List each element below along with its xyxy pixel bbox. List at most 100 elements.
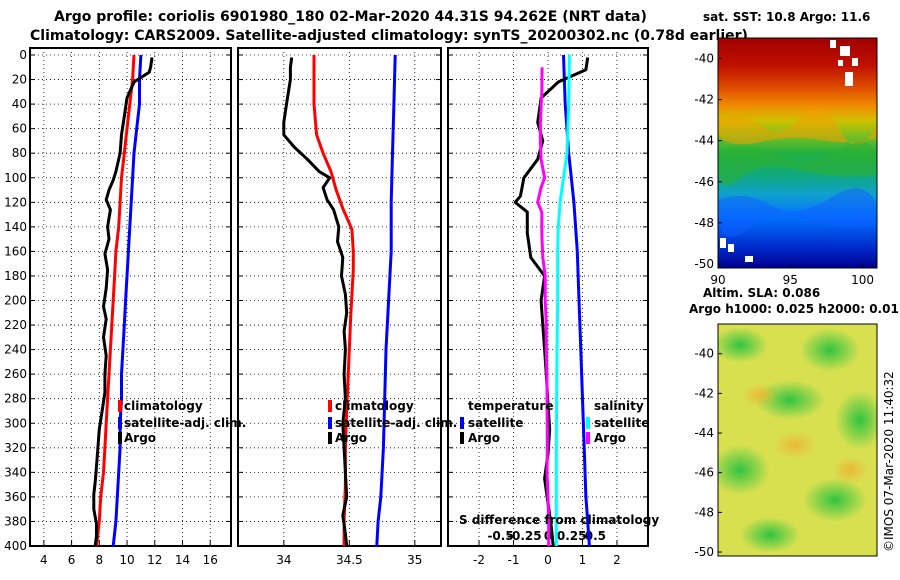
x-tick-label: 6: [68, 553, 76, 567]
sla-blob: [800, 328, 860, 372]
x-tick-label: 16: [203, 553, 218, 567]
lat-tick-label: -40: [694, 52, 714, 66]
lon-tick-label: 100: [851, 273, 874, 287]
lon-tick-label: 95: [783, 273, 798, 287]
x-tick-label: 8: [95, 553, 103, 567]
sst-map-axes: -40 -42 -44 -46 -48 -50 90 95 100: [694, 52, 874, 287]
sst-land-mask: [845, 72, 853, 86]
depth-tick-label: 60: [12, 122, 27, 136]
lat-tick-label: -50: [694, 545, 714, 559]
salinity-panel-frame: [237, 47, 442, 547]
sla-map-title: Altim. SLA: 0.086: [703, 286, 820, 300]
depth-tick-label: 300: [4, 416, 27, 430]
x-tick-label: -2: [473, 553, 485, 567]
lat-tick-label: -44: [694, 426, 714, 440]
legend-temperature-title: temperature: [468, 399, 553, 413]
legend-label-s-satellite: satellite: [594, 416, 649, 430]
depth-tick-label: 320: [4, 441, 27, 455]
difference-legend: temperature satellite Argo salinity sate…: [459, 399, 659, 527]
sst-map-frame: [717, 37, 878, 269]
sla-blob: [718, 445, 770, 495]
figure-title: Argo profile: coriolis 6901980_180 02-Ma…: [54, 9, 647, 25]
sst-land-mask: [720, 238, 726, 248]
legend-swatch-argo: [328, 432, 332, 444]
s-axis-tick-label: 0.25: [557, 529, 587, 543]
x-tick-label: 2: [613, 553, 621, 567]
legend-swatch-climatology: [328, 400, 332, 412]
x-tick-label: 0: [544, 553, 552, 567]
depth-tick-label: 340: [4, 465, 27, 479]
depth-tick-label: 380: [4, 514, 27, 528]
lat-tick-label: -46: [694, 466, 714, 480]
x-tick-label: -1: [508, 553, 520, 567]
x-tick-label: 34: [276, 553, 291, 567]
series-layer: [92, 54, 591, 547]
sst-land-mask: [745, 256, 753, 262]
x-tick-label: 10: [119, 553, 134, 567]
sla-map-axes: -40 -42 -44 -46 -48 -50: [694, 347, 722, 559]
sla-warm: [742, 383, 778, 407]
legend-swatch-t-satellite: [460, 417, 464, 429]
lat-tick-label: -50: [694, 257, 714, 271]
depth-tick-label: 100: [4, 171, 27, 185]
legend-label-climatology: climatology: [124, 399, 203, 413]
s-difference-axis-label: S difference from climatology: [459, 513, 659, 527]
x-tick-label: 4: [40, 553, 48, 567]
series-line-climatology: [95, 54, 136, 547]
lat-tick-label: -48: [694, 216, 714, 230]
legend-swatch-satellite: [118, 417, 122, 429]
sst-front-cold: [718, 188, 877, 237]
legend-swatch-argo: [118, 432, 122, 444]
legend-swatch-climatology: [118, 400, 122, 412]
x-tick-label: 14: [175, 553, 190, 567]
depth-tick-label: 220: [4, 318, 27, 332]
depth-tick-label: 40: [12, 97, 27, 111]
x-tick-label: 1: [579, 553, 587, 567]
depth-tick-label: 140: [4, 220, 27, 234]
legend-swatch-t-argo: [460, 432, 464, 444]
depth-tick-label: 20: [12, 73, 27, 87]
depth-tick-label: 400: [4, 539, 27, 553]
series-line-salinity-satellite: [554, 54, 571, 546]
sst-land-mask: [838, 60, 843, 66]
lat-tick-label: -42: [694, 386, 714, 400]
lat-tick-label: -42: [694, 93, 714, 107]
series-line-argo: [92, 57, 154, 547]
depth-tick-label: 280: [4, 392, 27, 406]
sst-map-title: sat. SST: 10.8 Argo: 11.6: [703, 10, 870, 24]
imos-timestamp: ©IMOS 07-Mar-2020 11:40:32: [882, 371, 896, 552]
series-line-salinity-argo: [536, 67, 551, 546]
x-axes: 4 6 8 10 12 14 16 34 34.5 35 -2 -1 0 1 2-0.5-0.25 0 0.25…: [40, 529, 621, 567]
temperature-legend: climatology satellite-adj. clim. Argo: [118, 399, 246, 445]
lat-tick-label: -44: [694, 134, 714, 148]
depth-tick-label: 200: [4, 294, 27, 308]
depth-tick-label: 260: [4, 367, 27, 381]
depth-tick-label: 240: [4, 343, 27, 357]
legend-label-argo: Argo: [124, 431, 156, 445]
legend-label-s-argo: Argo: [594, 431, 626, 445]
depth-axis: 0 20 40 60 80 100 120 140 160 180 200 220 240 260 280 3…: [4, 48, 27, 553]
depth-tick-label: 360: [4, 490, 27, 504]
sla-map: Altim. SLA: 0.086 Argo h1000: 0.025 h200…: [689, 286, 899, 559]
legend-label-argo: Argo: [335, 431, 367, 445]
lat-tick-label: -46: [694, 175, 714, 189]
legend-label-satellite: satellite-adj. clim.: [335, 416, 457, 430]
depth-tick-label: 80: [12, 146, 27, 160]
sst-land-mask: [840, 46, 850, 56]
legend-label-t-satellite: satellite: [468, 416, 523, 430]
lon-tick-label: 90: [710, 273, 725, 287]
lat-tick-label: -48: [694, 505, 714, 519]
series-line-satellite-adj-clim-: [111, 54, 143, 547]
depth-tick-label: 180: [4, 269, 27, 283]
sst-front-mid: [718, 141, 877, 186]
sst-land-mask: [830, 40, 836, 48]
series-line-argo: [282, 57, 349, 547]
sst-front-warm: [718, 109, 877, 146]
x-tick-label: 12: [147, 553, 162, 567]
legend-swatch-satellite: [328, 417, 332, 429]
s-axis-tick-label: -0.25: [507, 529, 542, 543]
depth-tick-label: 0: [19, 48, 27, 62]
sla-blob: [803, 478, 867, 522]
sst-land-mask: [728, 244, 734, 252]
